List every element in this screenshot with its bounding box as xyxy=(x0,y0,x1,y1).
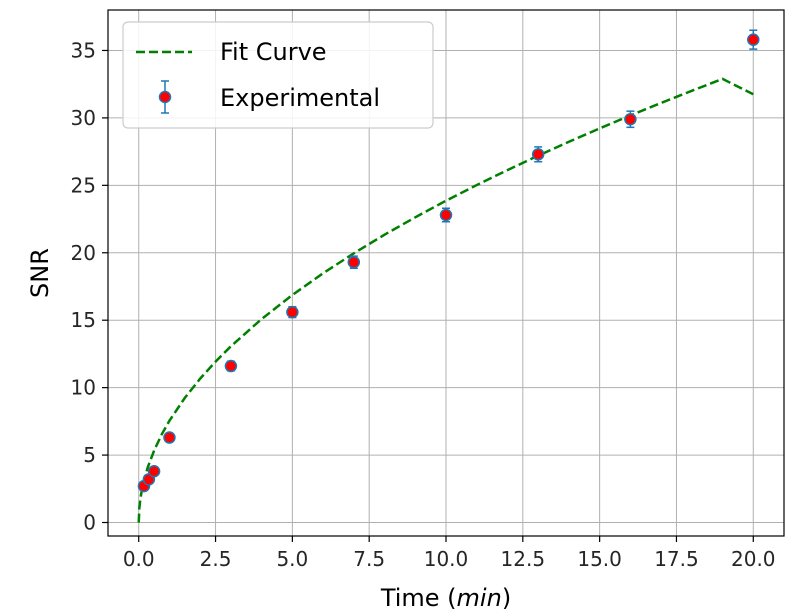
x-tick-label: 0.0 xyxy=(123,547,155,571)
x-axis-ticks: 0.0 2.5 5.0 7.5 10.0 12.5 15.0 17.5 20.0 xyxy=(123,536,776,571)
data-point xyxy=(347,255,361,269)
y-tick-label: 0 xyxy=(83,511,96,535)
y-tick-label: 25 xyxy=(71,173,96,197)
legend-box xyxy=(122,21,434,129)
data-point xyxy=(747,33,760,46)
legend-experimental-label: Experimental xyxy=(220,84,380,112)
fit-curve xyxy=(137,77,754,523)
y-tick-label: 20 xyxy=(71,241,96,265)
y-axis-ticks: 0 5 10 15 20 25 30 35 xyxy=(71,38,108,535)
x-tick-label: 2.5 xyxy=(200,547,232,571)
x-tick-label: 12.5 xyxy=(501,547,546,571)
data-point xyxy=(224,359,238,373)
data-point xyxy=(163,431,176,444)
x-tick-label: 15.0 xyxy=(577,547,622,571)
legend: Fit Curve Experimental xyxy=(122,21,434,129)
y-tick-label: 15 xyxy=(71,308,96,332)
legend-experimental-swatch xyxy=(158,80,172,114)
x-tick-label: 20.0 xyxy=(731,547,776,571)
y-axis-title: SNR xyxy=(26,248,54,298)
y-tick-label: 35 xyxy=(71,38,96,62)
x-tick-label: 7.5 xyxy=(353,547,385,571)
fit-curve-line xyxy=(137,77,754,523)
data-point xyxy=(147,465,161,478)
y-tick-label: 10 xyxy=(71,376,96,400)
legend-fit-label: Fit Curve xyxy=(220,38,327,66)
x-tick-label: 5.0 xyxy=(276,547,308,571)
x-axis-title: Time (min) xyxy=(380,584,511,612)
x-tick-label: 10.0 xyxy=(424,547,469,571)
y-tick-label: 5 xyxy=(83,443,96,467)
data-point xyxy=(439,208,453,222)
data-point xyxy=(624,112,637,126)
x-tick-label: 17.5 xyxy=(654,547,699,571)
data-point xyxy=(531,148,545,161)
data-point xyxy=(286,305,299,319)
y-tick-label: 30 xyxy=(71,106,96,130)
experimental-points xyxy=(137,29,760,493)
